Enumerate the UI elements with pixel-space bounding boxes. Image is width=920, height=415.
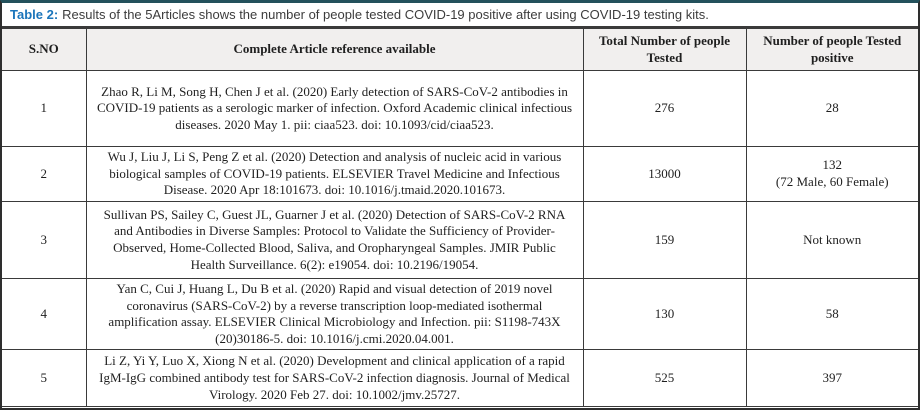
cell-sno: 3 <box>2 200 87 279</box>
table-row: 1 Zhao R, Li M, Song H, Chen J et al. (2… <box>2 70 918 147</box>
cell-total-tested: 525 <box>582 349 747 408</box>
cell-total-tested: 276 <box>582 70 747 147</box>
cell-tested-positive: 58 <box>745 277 918 351</box>
cell-sno: 2 <box>2 146 87 202</box>
cell-reference: Sullivan PS, Sailey C, Guest JL, Guarner… <box>85 200 584 279</box>
column-header-sno: S.NO <box>2 28 87 71</box>
table-caption-label: Table 2: <box>10 7 59 22</box>
cell-tested-positive: 28 <box>745 70 918 147</box>
cell-tested-positive: Not known <box>745 200 918 279</box>
cell-tested-positive: 397 <box>745 349 918 408</box>
table-row: 4 Yan C, Cui J, Huang L, Du B et al. (20… <box>2 277 918 351</box>
cell-reference: Wu J, Liu J, Li S, Peng Z et al. (2020) … <box>85 146 584 202</box>
cell-reference: Yan C, Cui J, Huang L, Du B et al. (2020… <box>85 277 584 351</box>
cell-sno: 4 <box>2 277 87 351</box>
table-header-row: S.NO Complete Article reference availabl… <box>2 28 918 71</box>
cell-reference: Li Z, Yi Y, Luo X, Xiong N et al. (2020)… <box>85 349 584 408</box>
cell-total-tested: 130 <box>582 277 747 351</box>
cell-total-tested: 13000 <box>582 146 747 202</box>
table-row: 2 Wu J, Liu J, Li S, Peng Z et al. (2020… <box>2 146 918 202</box>
table-caption: Table 2: Results of the 5Articles shows t… <box>2 3 918 28</box>
cell-sno: 5 <box>2 349 87 408</box>
cell-total-tested: 159 <box>582 200 747 279</box>
table-caption-text: Results of the 5Articles shows the numbe… <box>62 7 709 22</box>
results-table: S.NO Complete Article reference availabl… <box>2 28 918 408</box>
column-header-total-tested: Total Number of people Tested <box>582 28 747 71</box>
column-header-reference: Complete Article reference available <box>85 28 584 71</box>
table-row: 3 Sullivan PS, Sailey C, Guest JL, Guarn… <box>2 200 918 279</box>
cell-sno: 1 <box>2 70 87 147</box>
cell-tested-positive: 132 (72 Male, 60 Female) <box>745 146 918 202</box>
table-row: 5 Li Z, Yi Y, Luo X, Xiong N et al. (202… <box>2 349 918 408</box>
cell-reference: Zhao R, Li M, Song H, Chen J et al. (202… <box>85 70 584 147</box>
column-header-tested-positive: Number of people Tested positive <box>745 28 918 71</box>
